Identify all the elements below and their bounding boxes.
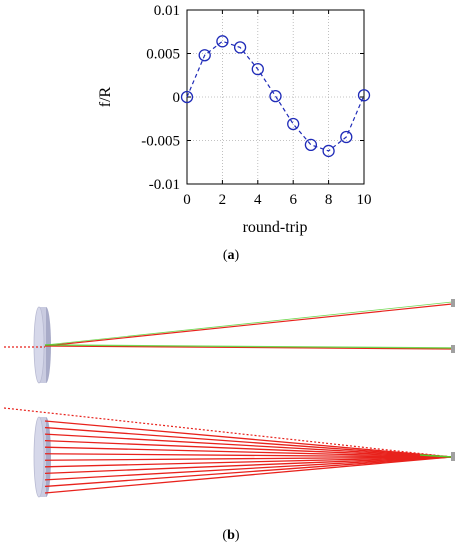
data-point [180,90,194,104]
fan-ray [44,439,453,458]
y-tick-label: 0 [173,90,181,106]
upper-ray-1-highlight [44,301,453,346]
x-tick-label: 8 [325,192,333,208]
axis-ticks [186,9,365,185]
lower-mirror [33,416,51,498]
caption-a: (a) [222,248,240,263]
fan-ray [44,456,453,461]
lower-endpoint [451,452,455,461]
series-line [186,40,365,152]
data-point [304,138,318,152]
fan-ray [44,426,453,458]
data-point [357,89,371,102]
y-tick-label: -0.005 [141,134,180,150]
data-point [269,89,282,103]
caption-b-letter: b [227,528,235,543]
x-tick-label: 4 [254,192,262,208]
data-point [233,41,247,54]
x-tick-labels: 0 2 4 6 8 10 [183,192,371,208]
fan-ray [44,453,453,458]
ray-diagram [3,299,455,498]
chart-a: 0 2 4 6 8 10 0.01 0.005 0 -0.005 -0.01 round-trip… [97,3,372,236]
data-point [287,117,300,131]
upper-endpoint-2 [451,345,455,353]
caption-b: (b) [222,528,240,543]
upper-endpoint-1 [451,299,455,307]
data-point [322,144,335,158]
upper-ray-2 [44,345,453,350]
lower-ray-fan [44,420,453,494]
fan-ray [44,456,453,468]
data-point [251,63,264,76]
lower-incoming-ray [3,407,453,458]
x-tick-label: 2 [219,192,227,208]
grid-lines [187,10,364,184]
data-point [340,130,353,144]
upper-mirror-face [33,306,45,384]
data-point [216,35,229,48]
upper-ray-1 [44,303,453,347]
y-tick-label: 0.005 [146,47,180,63]
y-tick-labels: 0.01 0.005 0 -0.005 -0.01 [141,3,180,193]
x-tick-label: 0 [183,192,191,208]
x-tick-label: 10 [357,192,372,208]
y-tick-label: 0.01 [154,3,180,19]
caption-a-letter: a [227,248,235,263]
fan-ray [44,456,453,475]
y-tick-label: -0.01 [149,177,180,193]
fan-ray [44,456,453,481]
fan-ray [44,456,453,494]
y-axis-label: f/R [97,86,114,107]
upper-ray-2-highlight [44,344,453,349]
x-axis-label: round-trip [243,219,308,236]
x-tick-label: 6 [289,192,297,208]
fan-ray [44,446,453,458]
data-point [198,49,211,62]
fan-ray [44,420,453,458]
fan-ray [44,456,453,488]
series-markers [180,35,371,158]
lower-mirror-face [33,416,45,498]
fan-ray [44,433,453,458]
fan-focus-highlight [419,454,453,458]
